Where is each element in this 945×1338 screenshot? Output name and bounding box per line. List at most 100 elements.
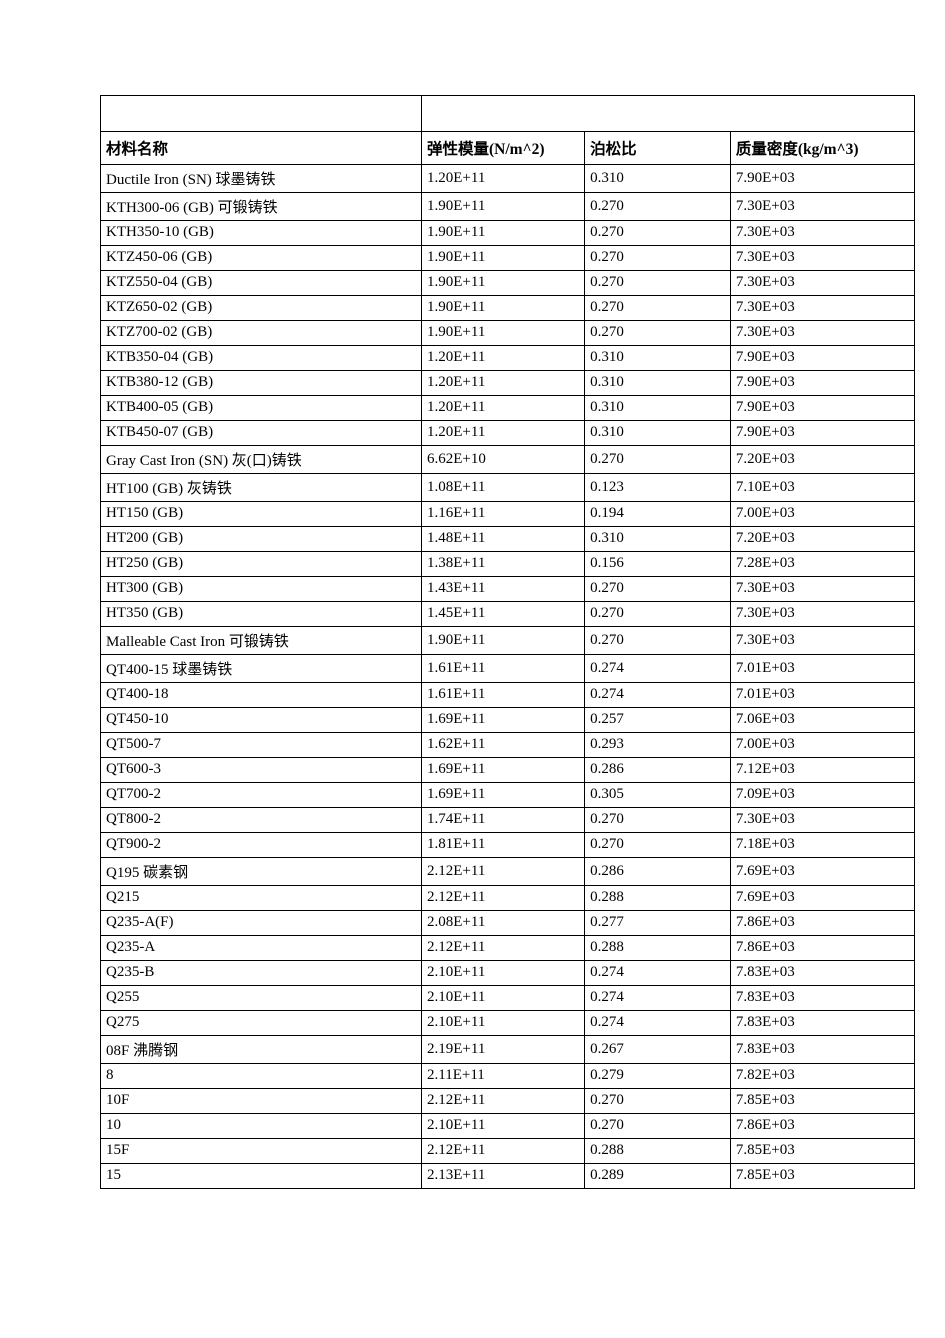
table-row: Gray Cast Iron (SN) 灰(口)铸铁6.62E+100.2707… xyxy=(101,445,915,473)
table-cell: 7.01E+03 xyxy=(730,654,914,682)
table-cell: 0.310 xyxy=(585,420,731,445)
table-row: 102.10E+110.2707.86E+03 xyxy=(101,1113,915,1138)
table-cell: 2.12E+11 xyxy=(422,935,585,960)
table-cell: 0.123 xyxy=(585,473,731,501)
table-cell: 1.20E+11 xyxy=(422,345,585,370)
table-cell: Q195 碳素钢 xyxy=(101,857,422,885)
table-row: 82.11E+110.2797.82E+03 xyxy=(101,1063,915,1088)
table-cell: 1.43E+11 xyxy=(422,576,585,601)
table-cell: 7.00E+03 xyxy=(730,501,914,526)
table-cell: QT900-2 xyxy=(101,832,422,857)
table-cell: 1.20E+11 xyxy=(422,420,585,445)
table-row: QT400-181.61E+110.2747.01E+03 xyxy=(101,682,915,707)
material-properties-table-container: 常 材料名称 弹性模量(N/m^2) 泊松比 质量密度(kg/m^3) Duct… xyxy=(100,95,915,1189)
table-cell: 1.74E+11 xyxy=(422,807,585,832)
table-cell: 0.289 xyxy=(585,1163,731,1188)
table-cell: Q235-A(F) xyxy=(101,910,422,935)
table-header-row: 材料名称 弹性模量(N/m^2) 泊松比 质量密度(kg/m^3) xyxy=(101,131,915,164)
table-row: HT150 (GB)1.16E+110.1947.00E+03 xyxy=(101,501,915,526)
table-row: Q2152.12E+110.2887.69E+03 xyxy=(101,885,915,910)
table-cell: 7.83E+03 xyxy=(730,1010,914,1035)
table-cell: 0.257 xyxy=(585,707,731,732)
table-cell: 0.270 xyxy=(585,807,731,832)
table-cell: 0.288 xyxy=(585,935,731,960)
table-cell: Malleable Cast Iron 可锻铸铁 xyxy=(101,626,422,654)
table-cell: 7.85E+03 xyxy=(730,1163,914,1188)
table-cell: 1.69E+11 xyxy=(422,707,585,732)
table-cell: 0.270 xyxy=(585,576,731,601)
table-row: QT900-21.81E+110.2707.18E+03 xyxy=(101,832,915,857)
table-row: Q2752.10E+110.2747.83E+03 xyxy=(101,1010,915,1035)
table-cell: 0.274 xyxy=(585,960,731,985)
table-cell: 15 xyxy=(101,1163,422,1188)
table-cell: 0.194 xyxy=(585,501,731,526)
table-cell: 7.90E+03 xyxy=(730,395,914,420)
table-cell: HT250 (GB) xyxy=(101,551,422,576)
table-cell: QT800-2 xyxy=(101,807,422,832)
table-cell: QT400-18 xyxy=(101,682,422,707)
table-cell: Gray Cast Iron (SN) 灰(口)铸铁 xyxy=(101,445,422,473)
table-cell: 2.10E+11 xyxy=(422,1010,585,1035)
table-cell: 1.20E+11 xyxy=(422,395,585,420)
table-cell: 7.30E+03 xyxy=(730,270,914,295)
table-cell: 0.270 xyxy=(585,832,731,857)
table-row: HT300 (GB)1.43E+110.2707.30E+03 xyxy=(101,576,915,601)
table-cell: QT500-7 xyxy=(101,732,422,757)
table-cell: 1.38E+11 xyxy=(422,551,585,576)
table-row: Q235-B2.10E+110.2747.83E+03 xyxy=(101,960,915,985)
table-cell: 1.90E+11 xyxy=(422,220,585,245)
table-cell: 1.90E+11 xyxy=(422,320,585,345)
table-cell: 2.12E+11 xyxy=(422,1138,585,1163)
table-cell: 7.30E+03 xyxy=(730,601,914,626)
table-cell: 7.69E+03 xyxy=(730,885,914,910)
table-cell: 1.62E+11 xyxy=(422,732,585,757)
table-cell: 7.86E+03 xyxy=(730,1113,914,1138)
table-cell: 0.270 xyxy=(585,295,731,320)
table-cell: Q235-B xyxy=(101,960,422,985)
table-cell: KTH350-10 (GB) xyxy=(101,220,422,245)
table-cell: 0.267 xyxy=(585,1035,731,1063)
table-cell: 7.30E+03 xyxy=(730,295,914,320)
table-cell: 1.20E+11 xyxy=(422,164,585,192)
table-cell: HT350 (GB) xyxy=(101,601,422,626)
table-cell: HT300 (GB) xyxy=(101,576,422,601)
table-cell: 0.270 xyxy=(585,220,731,245)
table-row: Ductile Iron (SN) 球墨铸铁1.20E+110.3107.90E… xyxy=(101,164,915,192)
table-cell: 7.85E+03 xyxy=(730,1138,914,1163)
table-row: Malleable Cast Iron 可锻铸铁1.90E+110.2707.3… xyxy=(101,626,915,654)
table-cell: 1.61E+11 xyxy=(422,682,585,707)
table-cell: QT450-10 xyxy=(101,707,422,732)
table-cell: Q275 xyxy=(101,1010,422,1035)
table-row: 152.13E+110.2897.85E+03 xyxy=(101,1163,915,1188)
table-cell: 1.69E+11 xyxy=(422,782,585,807)
table-cell: 10 xyxy=(101,1113,422,1138)
table-cell: 7.09E+03 xyxy=(730,782,914,807)
table-cell: 0.286 xyxy=(585,857,731,885)
table-cell: 7.90E+03 xyxy=(730,420,914,445)
table-cell: 7.86E+03 xyxy=(730,935,914,960)
table-cell: 0.270 xyxy=(585,445,731,473)
table-row: 08F 沸腾钢2.19E+110.2677.83E+03 xyxy=(101,1035,915,1063)
table-cell: 0.310 xyxy=(585,345,731,370)
table-cell: QT600-3 xyxy=(101,757,422,782)
table-cell: 7.69E+03 xyxy=(730,857,914,885)
table-cell: 0.156 xyxy=(585,551,731,576)
table-cell: 7.30E+03 xyxy=(730,245,914,270)
table-cell: 0.270 xyxy=(585,601,731,626)
table-cell: 1.20E+11 xyxy=(422,370,585,395)
table-cell: 08F 沸腾钢 xyxy=(101,1035,422,1063)
table-cell: KTB380-12 (GB) xyxy=(101,370,422,395)
column-header-modulus: 弹性模量(N/m^2) xyxy=(422,131,585,164)
table-cell: 0.270 xyxy=(585,270,731,295)
table-row: KTZ650-02 (GB)1.90E+110.2707.30E+03 xyxy=(101,295,915,320)
table-cell: 1.90E+11 xyxy=(422,245,585,270)
table-cell: 7.83E+03 xyxy=(730,1035,914,1063)
table-row: KTZ700-02 (GB)1.90E+110.2707.30E+03 xyxy=(101,320,915,345)
table-cell: 0.270 xyxy=(585,1113,731,1138)
table-row: KTZ450-06 (GB)1.90E+110.2707.30E+03 xyxy=(101,245,915,270)
table-cell: 7.30E+03 xyxy=(730,807,914,832)
table-cell: 7.06E+03 xyxy=(730,707,914,732)
table-cell: 15F xyxy=(101,1138,422,1163)
table-cell: KTZ450-06 (GB) xyxy=(101,245,422,270)
table-cell: 1.90E+11 xyxy=(422,270,585,295)
